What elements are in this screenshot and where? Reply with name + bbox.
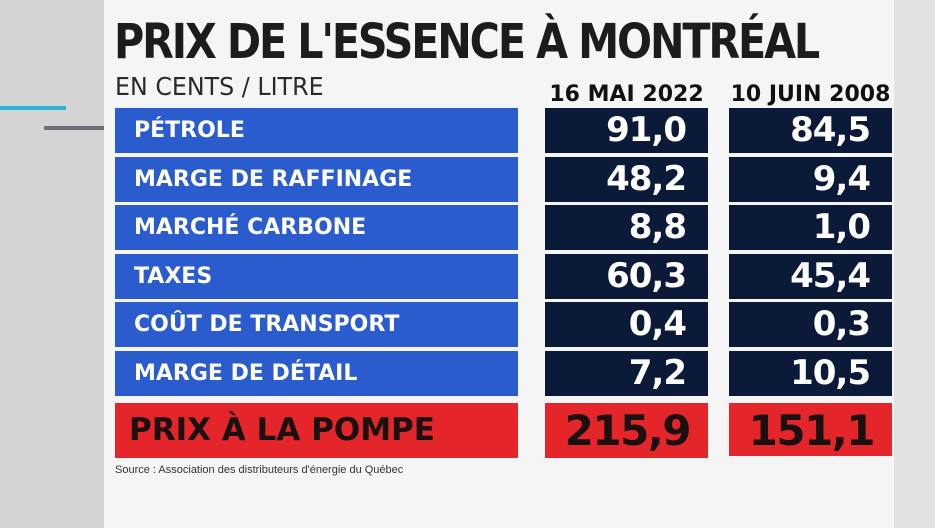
row-value-2008: 45,4 <box>729 254 892 299</box>
row-value-2008: 9,4 <box>729 157 892 202</box>
right-band <box>894 0 935 528</box>
row-value-2008: 84,5 <box>729 108 892 153</box>
left-band <box>0 0 104 528</box>
row-label: COÛT DE TRANSPORT <box>115 302 518 347</box>
row-value-2022: 7,2 <box>545 351 708 396</box>
total-label: PRIX À LA POMPE <box>115 403 518 458</box>
row-label: TAXES <box>115 254 518 299</box>
total-value-2022: 215,9 <box>545 403 708 458</box>
row-value-2008: 0,3 <box>729 302 892 347</box>
row-value-2008: 10,5 <box>729 351 892 396</box>
chart-subtitle: EN CENTS / LITRE <box>115 72 324 101</box>
column-header-2008: 10 JUIN 2008 <box>730 82 891 107</box>
row-value-2022: 0,4 <box>545 302 708 347</box>
column-header-2022: 16 MAI 2022 <box>549 82 704 107</box>
row-value-2022: 48,2 <box>545 157 708 202</box>
accent-line-gray <box>44 126 104 130</box>
source-note: Source : Association des distributeurs d… <box>115 464 404 476</box>
chart-title: PRIX DE L'ESSENCE À MONTRÉAL <box>114 14 820 70</box>
row-label: MARGE DE RAFFINAGE <box>115 157 518 202</box>
row-value-2022: 60,3 <box>545 254 708 299</box>
row-value-2022: 91,0 <box>545 108 708 153</box>
total-value-2008: 151,1 <box>729 403 892 456</box>
row-label: PÉTROLE <box>115 108 518 153</box>
row-label: MARCHÉ CARBONE <box>115 205 518 250</box>
row-value-2008: 1,0 <box>729 205 892 250</box>
accent-line-cyan <box>0 106 66 110</box>
row-value-2022: 8,8 <box>545 205 708 250</box>
row-label: MARGE DE DÉTAIL <box>115 351 518 396</box>
